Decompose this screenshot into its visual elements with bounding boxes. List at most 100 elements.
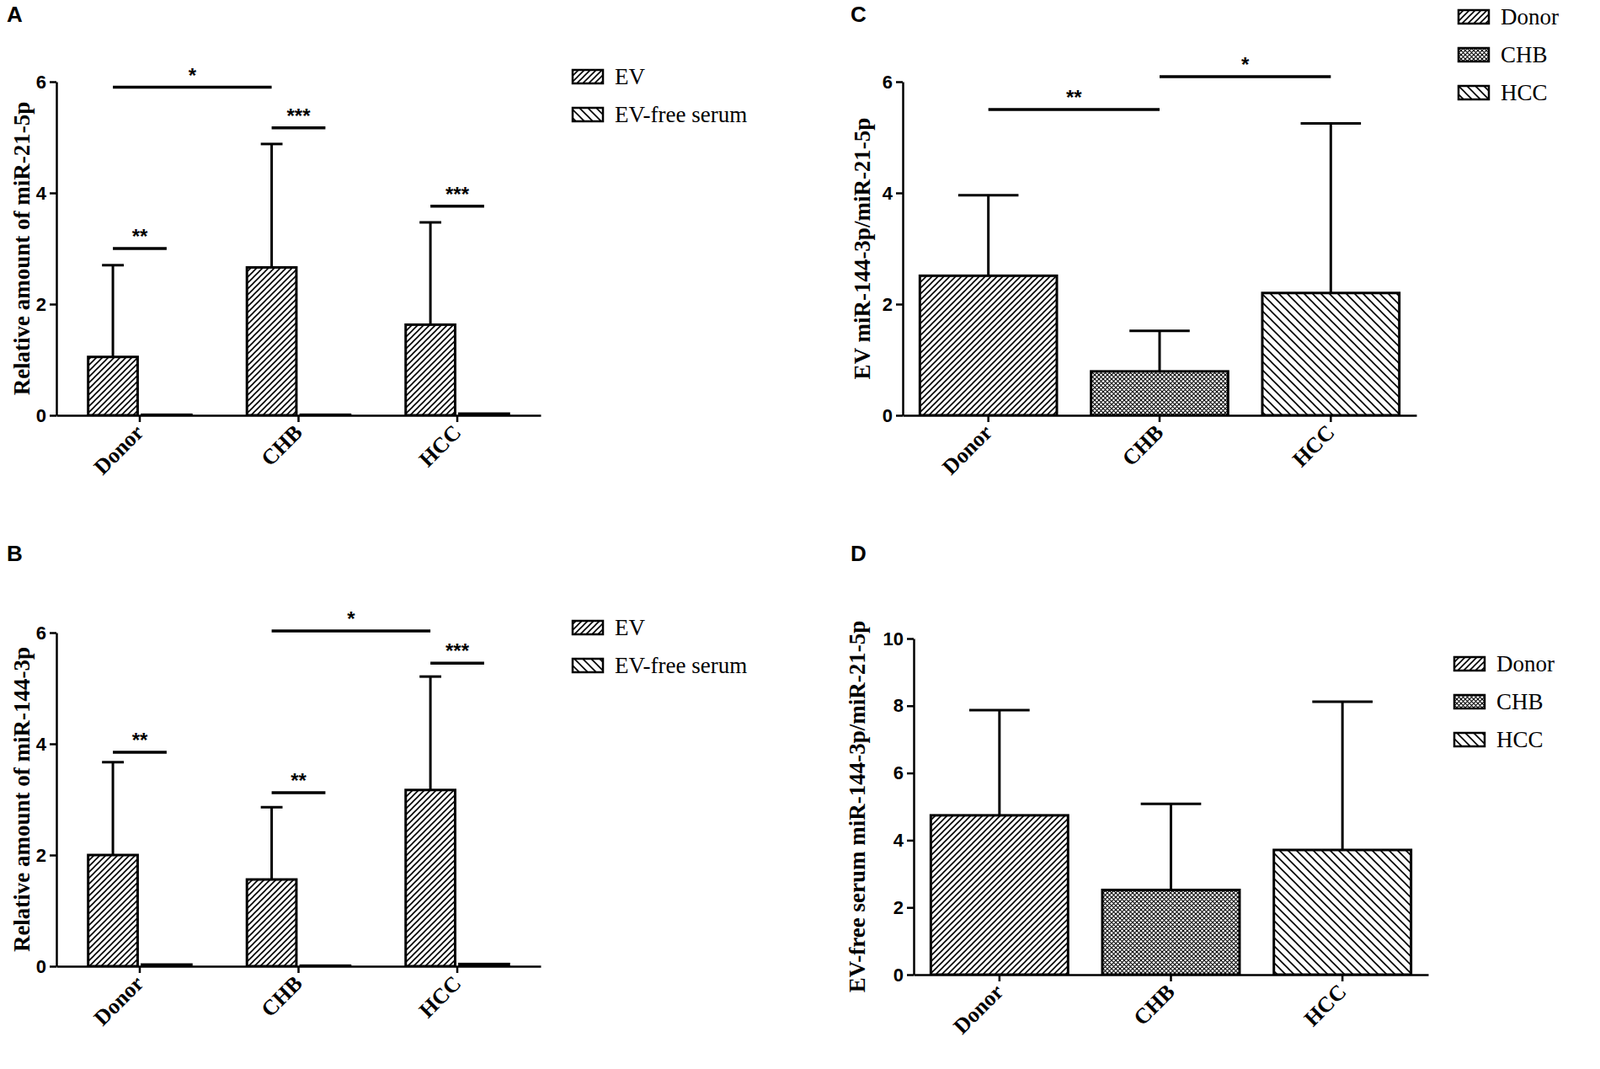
error-cap — [101, 760, 124, 763]
tick: 8 — [893, 694, 914, 716]
significance-label: * — [188, 64, 198, 87]
error-cap — [261, 142, 283, 145]
tick-label: CHB — [256, 420, 307, 471]
tick-label: Donor — [89, 420, 150, 480]
x-axis: Donor CHB HCC — [57, 965, 542, 1030]
legend-swatch — [1458, 10, 1489, 24]
tick: 2 — [893, 896, 914, 918]
error-cap — [419, 675, 442, 678]
tick: 0 — [36, 955, 57, 977]
y-axis: 0 2 4 6 — [36, 622, 58, 977]
error-stem — [270, 144, 273, 268]
legend-item: CHB — [1454, 688, 1544, 715]
legend: Donor CHB HCC — [1454, 650, 1555, 752]
tick-label: 8 — [893, 694, 904, 716]
tick-label: 4 — [36, 733, 48, 755]
tick-mark — [49, 742, 57, 746]
tick-label: 4 — [893, 829, 905, 851]
tick-label: 2 — [893, 896, 904, 918]
axis-title: Relative amount of miR-21-5p — [9, 101, 35, 396]
legend-item: EV — [572, 614, 646, 640]
chart-canvas: 0 2 4 6 Donor CHB HCC Relative amount of miR-21… — [0, 0, 1600, 1069]
tick: HCC — [414, 965, 466, 1023]
legend-swatch — [1454, 656, 1485, 671]
tick-mark — [456, 415, 459, 422]
tick-mark — [49, 414, 57, 417]
axis-title: EV miR-144-3p/miR-21-5p — [849, 117, 875, 380]
error-cap — [1129, 329, 1190, 332]
tick: HCC — [1287, 415, 1339, 472]
tick-label: CHB — [256, 970, 307, 1022]
tick-mark — [896, 192, 903, 195]
tick-mark — [906, 772, 914, 775]
error-stem — [112, 762, 115, 855]
legend-label: CHB — [1500, 42, 1548, 68]
tick-mark — [49, 303, 57, 306]
panel-title: B — [6, 540, 23, 566]
axis-line — [55, 633, 59, 967]
legend-swatch — [572, 107, 603, 122]
tick: 4 — [893, 829, 914, 851]
error-cap — [1301, 122, 1362, 125]
tick-label: 0 — [36, 405, 47, 427]
legend-label: HCC — [1500, 80, 1548, 106]
tick: Donor — [89, 415, 150, 480]
legend: DonorCHBHCC — [1458, 4, 1559, 106]
error-stem — [1329, 123, 1333, 294]
tick-mark — [49, 192, 57, 195]
tick-label: 6 — [36, 71, 47, 93]
significance: * — [112, 64, 272, 88]
legend-swatch — [1458, 48, 1489, 62]
tick-mark — [906, 906, 914, 909]
axis-line — [55, 82, 59, 416]
tick-label: 10 — [883, 628, 904, 650]
legend-swatch — [572, 620, 603, 635]
axis-title: Relative amount of miR-144-3p — [9, 646, 35, 952]
legend-swatch — [1454, 732, 1485, 747]
tick-label: 2 — [36, 844, 47, 866]
axis-line — [901, 82, 905, 416]
error-bar — [1312, 701, 1373, 850]
panel: 0246DonorCHBHCCRelative amount of miR-21… — [6, 1, 747, 480]
legend-item: EV-free serum — [572, 101, 747, 128]
figure: 0 2 4 6 Donor CHB HCC Relative amount of miR-21… — [0, 0, 1600, 1069]
bar — [919, 275, 1057, 416]
tick-mark — [1329, 415, 1333, 422]
error-stem — [429, 222, 432, 325]
tick-label: 2 — [882, 293, 893, 315]
tick-mark — [906, 973, 914, 976]
panel-title: A — [6, 1, 23, 27]
tick: 4 — [36, 733, 57, 755]
tick-label: Donor — [89, 970, 150, 1031]
bar — [1102, 889, 1240, 975]
plot-area — [930, 701, 1411, 975]
tick: 2 — [36, 844, 57, 866]
legend-label: Donor — [1496, 650, 1555, 677]
tick: CHB — [1117, 415, 1168, 471]
error-bar — [1301, 123, 1362, 294]
tick: 4 — [36, 182, 57, 204]
tick: 6 — [882, 71, 903, 93]
error-stem — [1158, 330, 1162, 372]
error-cap — [969, 708, 1030, 711]
axis-title: EV-free serum miR-144-3p/miR-21-5p — [844, 620, 870, 992]
x-axis: DonorCHBHCC — [903, 415, 1418, 480]
legend-label: EV — [614, 64, 646, 90]
bar — [88, 854, 139, 966]
significance-label: ** — [132, 728, 149, 752]
tick-mark — [896, 80, 903, 84]
legend-label: HCC — [1496, 726, 1544, 752]
tick-label: 0 — [36, 955, 47, 977]
tick-mark — [49, 853, 57, 857]
tick-label: Donor — [949, 979, 1009, 1040]
tick-mark — [49, 965, 57, 968]
tick: 0 — [893, 964, 914, 986]
significance: *** — [430, 182, 485, 207]
tick-mark — [1341, 974, 1344, 982]
tick-mark — [456, 965, 459, 973]
tick-label: 6 — [36, 622, 47, 644]
error-cap — [261, 805, 283, 809]
significance: ** — [272, 768, 326, 793]
significance: *** — [430, 639, 485, 663]
tick-mark — [906, 704, 914, 708]
